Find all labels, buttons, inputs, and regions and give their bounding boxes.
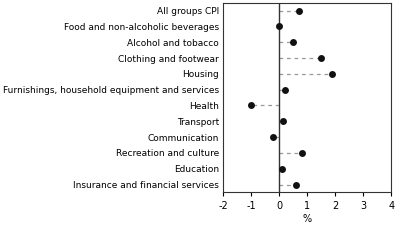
Point (279, 167, 285, 170)
Point (295, 9, 302, 12)
Point (290, 40, 296, 44)
Point (329, 72, 335, 76)
Point (298, 151, 304, 155)
X-axis label: %: % (303, 214, 312, 224)
Point (293, 183, 299, 186)
Point (280, 119, 287, 123)
Point (276, 25, 282, 28)
Point (281, 88, 288, 91)
Point (270, 135, 277, 139)
Point (318, 56, 324, 60)
Point (248, 104, 254, 107)
